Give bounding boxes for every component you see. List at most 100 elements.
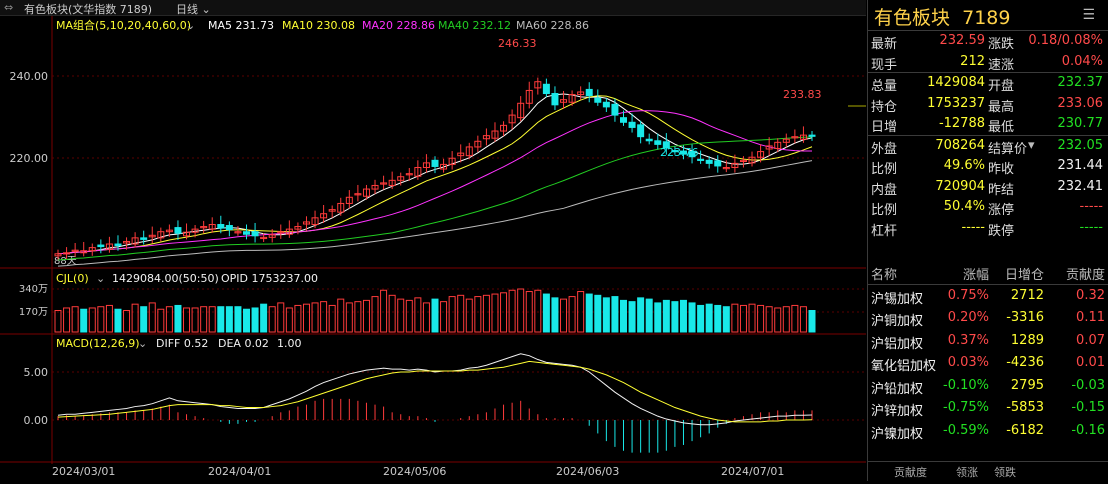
candle (80, 250, 88, 254)
date-tick-label: 2024/03/01 (52, 465, 115, 478)
candle (302, 221, 310, 225)
quote-label: 最新 (871, 37, 898, 52)
quote-value: 1429084 (927, 75, 985, 90)
component-row[interactable]: 沪铝加权 0.37% 1289 0.07 (868, 330, 1108, 353)
candle (697, 158, 705, 161)
volume-bar (371, 296, 379, 333)
chevron-down-icon[interactable]: ⌄ (96, 272, 105, 285)
macd-diff: DIFF 0.52 (156, 337, 208, 350)
cjl-label[interactable]: CJL(0) (56, 272, 89, 285)
tab-contribution[interactable]: 贡献度 (894, 466, 927, 479)
volume-bar (568, 296, 576, 333)
volume-bar (131, 303, 139, 333)
volume-bar (234, 306, 242, 333)
period-selector[interactable]: 日线 ⌄ (176, 1, 211, 17)
component-row[interactable]: 氧化铝加权 0.03% -4236 0.01 (868, 352, 1108, 375)
window-title: 有色板块(文华指数 7189) (24, 3, 153, 16)
quote-value: -12788 (938, 116, 985, 131)
volume-bar (105, 304, 113, 333)
volume-bar (311, 302, 319, 333)
chevron-down-icon[interactable]: ▾ (1028, 137, 1035, 153)
candle (491, 130, 499, 139)
component-row[interactable]: 沪铅加权 -0.10% 2795 -0.03 (868, 375, 1108, 398)
component-row[interactable]: 沪镍加权 -0.59% -6182 -0.16 (868, 420, 1108, 443)
chevron-down-icon[interactable]: ⌄ (186, 19, 195, 32)
candle (534, 81, 542, 89)
candle (637, 124, 645, 138)
candle (97, 244, 105, 248)
col-header-contribution[interactable]: 贡献度 (1065, 268, 1105, 283)
macd-value: 1.00 (277, 337, 302, 350)
candle (722, 166, 730, 170)
candle (465, 146, 473, 157)
quote-row: 比例 50.4% 涨停 ----- (868, 197, 1108, 218)
volume-bar (534, 289, 542, 333)
ma-combo-label[interactable]: MA组合(5,10,20,40,60,0) (56, 18, 191, 32)
candle (474, 140, 482, 148)
link-icon[interactable]: ⇔ (4, 1, 14, 14)
candle (500, 124, 508, 132)
volume-bar (114, 308, 122, 333)
menu-icon[interactable]: ☰ (1082, 7, 1095, 23)
volume-bar (63, 307, 71, 333)
candle (208, 224, 216, 230)
component-name: 氧化铝加权 (871, 359, 937, 374)
chevron-down-icon[interactable]: ⌄ (138, 337, 147, 350)
quote-label[interactable]: 结算价 (988, 141, 1028, 157)
candles (54, 77, 816, 260)
col-header-oi[interactable]: 日增仓 (1004, 268, 1044, 283)
candle (294, 226, 302, 230)
quote-value: 50.4% (943, 199, 985, 214)
candle (654, 140, 662, 145)
quote-value: 720904 (935, 178, 985, 194)
candle (602, 101, 610, 108)
volume-bar (294, 304, 302, 333)
quote-label: 昨收 (988, 162, 1015, 177)
volume-bar (157, 308, 165, 333)
candle (525, 89, 533, 104)
volume-bar (397, 298, 405, 333)
candle (345, 196, 353, 204)
volume-bar (285, 307, 293, 333)
col-header-change[interactable]: 涨幅 (962, 268, 989, 283)
component-header: 名称 涨幅 日增仓 贡献度 (868, 261, 1108, 285)
quote-value: ----- (1079, 199, 1103, 214)
quote-value: 233.06 (1057, 95, 1104, 111)
volume-bar (337, 298, 345, 333)
candle (431, 159, 439, 167)
volume-bar (200, 306, 208, 333)
component-row[interactable]: 沪铜加权 0.20% -3316 0.11 (868, 307, 1108, 330)
tab-leading-losers[interactable]: 领跌 (994, 466, 1016, 479)
volume-bar (697, 304, 705, 333)
quote-table: 最新 232.59 涨跌 0.18/0.08% 现手 212 速涨 0.04% 总量 142908… (868, 31, 1108, 239)
tab-leading-gainers[interactable]: 领涨 (956, 466, 978, 479)
component-row[interactable]: 沪锌加权 -0.75% -5853 -0.15 (868, 397, 1108, 420)
volume-bar (560, 298, 568, 333)
candle (140, 237, 148, 240)
macd-label[interactable]: MACD(12,26,9) (56, 337, 140, 350)
component-contribution: 0.01 (1076, 355, 1105, 370)
macd-plot (57, 353, 813, 453)
volume-bar (71, 306, 79, 333)
volume-bar (174, 304, 182, 333)
component-name: 沪镍加权 (871, 426, 924, 442)
volume-bar (354, 301, 362, 333)
component-row[interactable]: 沪锡加权 0.75% 2712 0.32 (868, 285, 1108, 308)
candle (662, 141, 670, 149)
instrument-code: 7189 (962, 7, 1011, 29)
col-header-name[interactable]: 名称 (871, 268, 898, 283)
volume-bar (440, 301, 448, 333)
candle (191, 228, 199, 233)
ma10-line (57, 95, 813, 255)
volume-bar (225, 306, 233, 333)
candle (328, 209, 336, 212)
kline-chart[interactable]: MA组合(5,10,20,40,60,0) ⌄ MA5 231.73 MA10 … (0, 16, 866, 481)
date-tick-label: 2024/05/06 (383, 465, 446, 478)
quote-value: 708264 (935, 137, 985, 153)
candle (628, 121, 636, 128)
quote-label: 速涨 (988, 57, 1015, 73)
quote-header: 有色板块 7189 ☰ (868, 0, 1108, 31)
candle (88, 247, 96, 252)
candle (542, 83, 550, 95)
chart-area[interactable]: MA组合(5,10,20,40,60,0) ⌄ MA5 231.73 MA10 … (0, 16, 866, 481)
